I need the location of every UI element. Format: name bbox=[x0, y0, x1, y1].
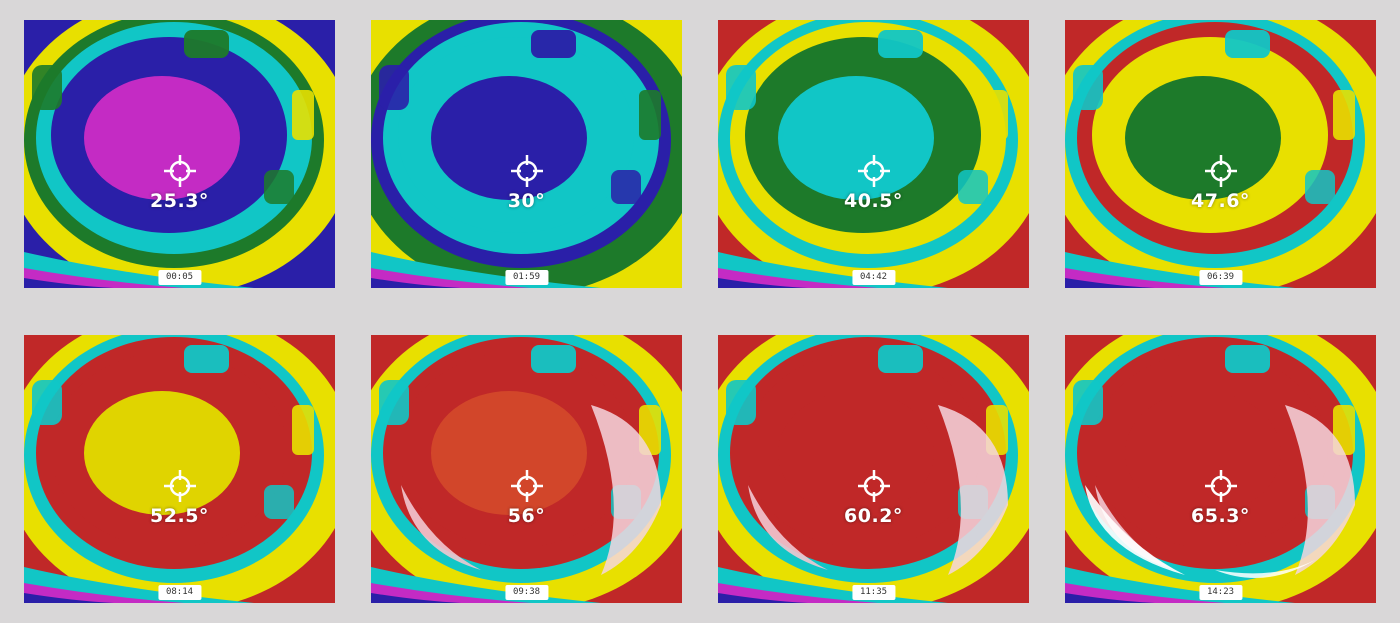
temperature-reading: 30° bbox=[507, 190, 546, 212]
crosshair-icon bbox=[1204, 470, 1237, 502]
temperature-reading: 56° bbox=[507, 505, 546, 527]
thermal-image bbox=[371, 20, 682, 288]
temperature-reading: 40.5° bbox=[844, 190, 903, 212]
temperature-reading: 47.6° bbox=[1191, 190, 1250, 212]
timestamp-label: 14:23 bbox=[1198, 585, 1243, 600]
thermal-image bbox=[1065, 335, 1376, 603]
thermal-frame-7: 60.2° 11:35 bbox=[718, 335, 1029, 603]
thermal-image bbox=[24, 335, 335, 603]
timestamp-label: 11:35 bbox=[851, 585, 896, 600]
thermal-frame-4: 47.6° 06:39 bbox=[1065, 20, 1376, 288]
temperature-reading: 65.3° bbox=[1191, 505, 1250, 527]
temperature-reading: 60.2° bbox=[844, 505, 903, 527]
crosshair-icon bbox=[163, 155, 196, 187]
crosshair-icon bbox=[857, 470, 890, 502]
timestamp-label: 04:42 bbox=[851, 270, 896, 285]
crosshair-icon bbox=[857, 155, 890, 187]
temperature-reading: 25.3° bbox=[150, 190, 209, 212]
crosshair-icon bbox=[510, 470, 543, 502]
thermal-frame-8: 65.3° 14:23 bbox=[1065, 335, 1376, 603]
thermal-image bbox=[24, 20, 335, 288]
thermal-image bbox=[718, 335, 1029, 603]
crosshair-icon bbox=[1204, 155, 1237, 187]
thermal-frame-3: 40.5° 04:42 bbox=[718, 20, 1029, 288]
thermal-frame-5: 52.5° 08:14 bbox=[24, 335, 335, 603]
thermal-image bbox=[1065, 20, 1376, 288]
thermal-frame-6: 56° 09:38 bbox=[371, 335, 682, 603]
temperature-reading: 52.5° bbox=[150, 505, 209, 527]
crosshair-icon bbox=[510, 155, 543, 187]
timestamp-label: 08:14 bbox=[157, 585, 202, 600]
thermal-image bbox=[371, 335, 682, 603]
timestamp-label: 00:05 bbox=[157, 270, 202, 285]
timestamp-label: 06:39 bbox=[1198, 270, 1243, 285]
timestamp-label: 01:59 bbox=[504, 270, 549, 285]
thermal-frame-1: 25.3° 00:05 bbox=[24, 20, 335, 288]
timestamp-label: 09:38 bbox=[504, 585, 549, 600]
thermal-image bbox=[718, 20, 1029, 288]
thermal-frame-2: 30° 01:59 bbox=[371, 20, 682, 288]
crosshair-icon bbox=[163, 470, 196, 502]
